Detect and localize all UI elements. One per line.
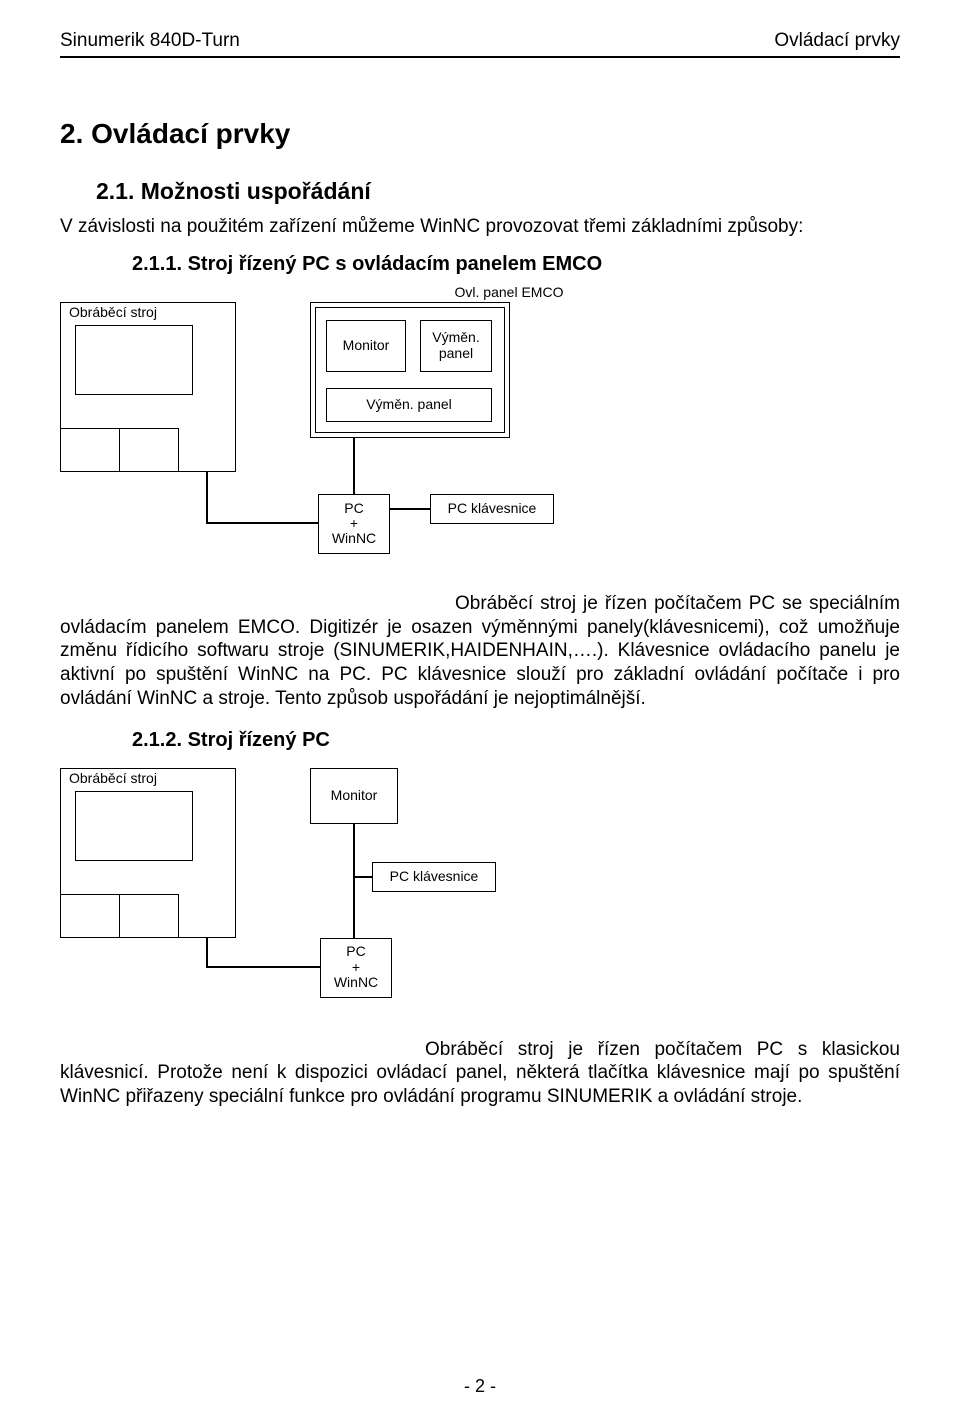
d1-line-1h [206,522,318,524]
diagram-1: Obráběcí stroj Ovl. panel EMCO Monitor V… [60,292,900,572]
d1-line-3h [390,508,430,510]
d1-pc-winnc: PC + WinNC [318,494,390,554]
diagram-2: Obráběcí stroj Monitor PC klávesnice PC … [60,768,900,1018]
d1-line-1v [206,472,208,524]
d2-line-mon-v [353,824,355,938]
d2-line-kbd-h [353,876,372,878]
paragraph-body-2: Obráběcí stroj je řízen počítačem PC s k… [60,1038,900,1109]
d1-obrabeci-outer: Obráběcí stroj [60,302,236,472]
d2-line-obr-v [206,938,208,968]
d1-vymen-panel-2: Výměn. panel [326,388,492,422]
d1-ovl-panel-inner-border: Monitor Výměn. panel Výměn. panel [315,307,505,433]
paragraph-body-1: Obráběcí stroj je řízen počítačem PC se … [60,592,900,711]
d1-vymen-panel-1: Výměn. panel [420,320,492,372]
d2-obrabeci-label: Obráběcí stroj [69,771,157,786]
d1-bottom-cell-2 [119,428,179,472]
header-right: Ovládací prvky [774,30,900,52]
section-2-1-title: 2.1. Možnosti uspořádání [96,178,900,205]
d1-monitor: Monitor [326,320,406,372]
d2-monitor: Monitor [310,768,398,824]
d1-obrabeci-label: Obráběcí stroj [69,305,157,320]
d1-ovl-panel-outer: Ovl. panel EMCO Monitor Výměn. panel Vým… [310,302,510,438]
d1-pc-klavesnice: PC klávesnice [430,494,554,524]
d2-line-obr-h [206,966,320,968]
section-2-1-1-title: 2.1.1. Stroj řízený PC s ovládacím panel… [132,253,900,276]
d2-obrabeci-inner [75,791,193,861]
d2-bottom-cell-1 [60,894,120,938]
section-2-1-2-title: 2.1.2. Stroj řízený PC [132,729,900,752]
d2-obrabeci-outer: Obráběcí stroj [60,768,236,938]
intro-paragraph: V závislosti na použitém zařízení můžeme… [60,215,900,239]
d2-pc-winnc: PC + WinNC [320,938,392,998]
header-left: Sinumerik 840D-Turn [60,30,240,52]
d1-obrabeci-inner [75,325,193,395]
page-footer: - 2 - [0,1376,960,1397]
d1-line-2v [353,438,355,494]
d2-bottom-cell-2 [119,894,179,938]
d1-bottom-cell-1 [60,428,120,472]
header-underline [60,56,900,58]
d1-ovl-panel-label: Ovl. panel EMCO [410,285,608,300]
section-2-title: 2. Ovládací prvky [60,118,900,150]
d2-pc-klavesnice: PC klávesnice [372,862,496,892]
